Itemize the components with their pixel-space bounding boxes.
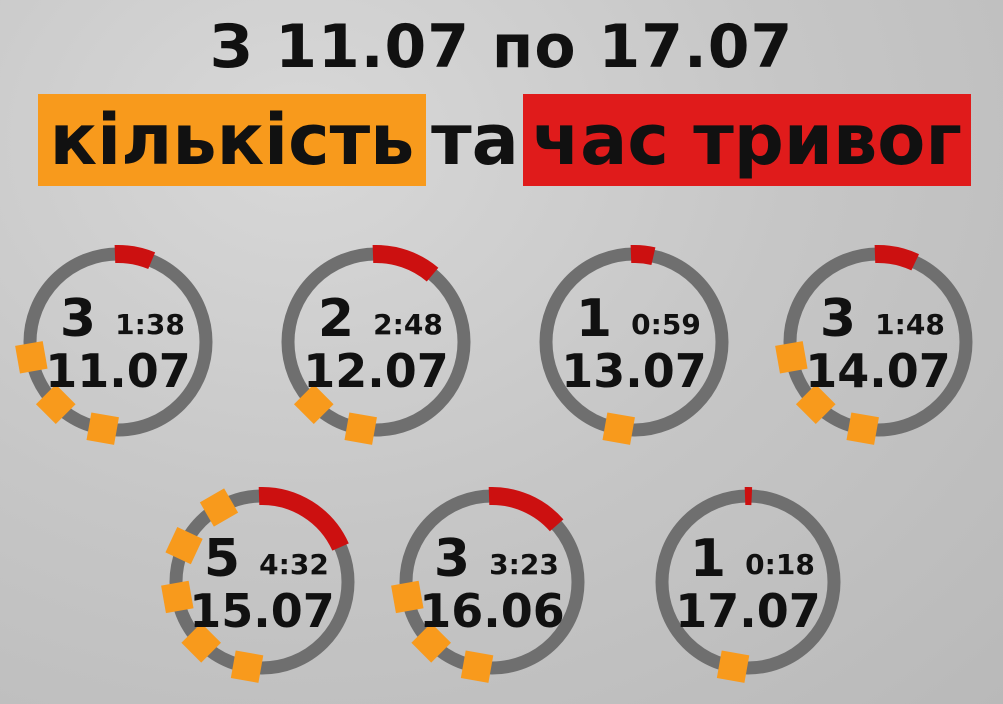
alert-count-marker xyxy=(602,412,635,445)
gauge-date: 15.07 xyxy=(189,584,335,638)
alert-count: 3 xyxy=(434,529,470,589)
duration-arc xyxy=(488,487,564,532)
alert-count: 1 xyxy=(690,529,726,589)
gauge-date: 11.07 xyxy=(45,344,191,398)
alert-count-marker xyxy=(775,341,808,374)
alert-count-marker xyxy=(86,412,119,445)
duration-arc xyxy=(258,487,349,551)
subtitle-and: та xyxy=(431,99,519,181)
alert-duration: 0:18 xyxy=(745,548,815,581)
alert-count-marker xyxy=(795,384,836,425)
alert-count-marker xyxy=(181,623,221,663)
duration-arc xyxy=(874,245,919,271)
gauge-date: 17.07 xyxy=(675,584,821,638)
alert-count-marker xyxy=(716,650,750,683)
alert-count: 3 xyxy=(60,289,96,349)
alert-duration: 2:48 xyxy=(373,308,443,341)
alert-count: 2 xyxy=(318,289,354,349)
gauge-date: 12.07 xyxy=(303,344,449,398)
alert-count-marker xyxy=(230,650,264,683)
alert-duration: 3:23 xyxy=(489,548,559,581)
page-title: З 11.07 по 17.07 xyxy=(209,12,794,82)
gauge-ring xyxy=(655,489,841,675)
alert-duration: 4:32 xyxy=(259,548,329,581)
alert-count-marker xyxy=(161,580,194,614)
alert-count-marker xyxy=(199,488,239,527)
gauge-date: 14.07 xyxy=(805,344,951,398)
gauge-date: 16.06 xyxy=(419,584,565,638)
alert-count-marker xyxy=(411,623,451,663)
alert-count-marker xyxy=(293,384,334,425)
gauge-ring xyxy=(539,247,729,437)
alert-duration: 1:38 xyxy=(115,308,185,341)
alert-count-marker xyxy=(344,412,377,445)
gauge-date: 13.07 xyxy=(561,344,707,398)
alert-count-marker xyxy=(15,341,48,374)
duration-arc xyxy=(630,245,656,266)
duration-arc xyxy=(114,245,156,270)
alert-duration: 0:59 xyxy=(631,308,701,341)
alert-count: 1 xyxy=(576,289,612,349)
alert-duration: 1:48 xyxy=(875,308,945,341)
alert-count: 5 xyxy=(204,529,240,589)
alert-count-marker xyxy=(846,412,879,445)
subtitle-time-highlight: час тривог xyxy=(523,94,971,186)
alert-count-marker xyxy=(165,527,203,565)
alert-count-marker xyxy=(460,650,494,683)
duration-arc xyxy=(372,245,439,282)
alert-count: 3 xyxy=(820,289,856,349)
subtitle-count-highlight: кількість xyxy=(38,94,426,186)
alert-count-marker xyxy=(391,580,424,614)
